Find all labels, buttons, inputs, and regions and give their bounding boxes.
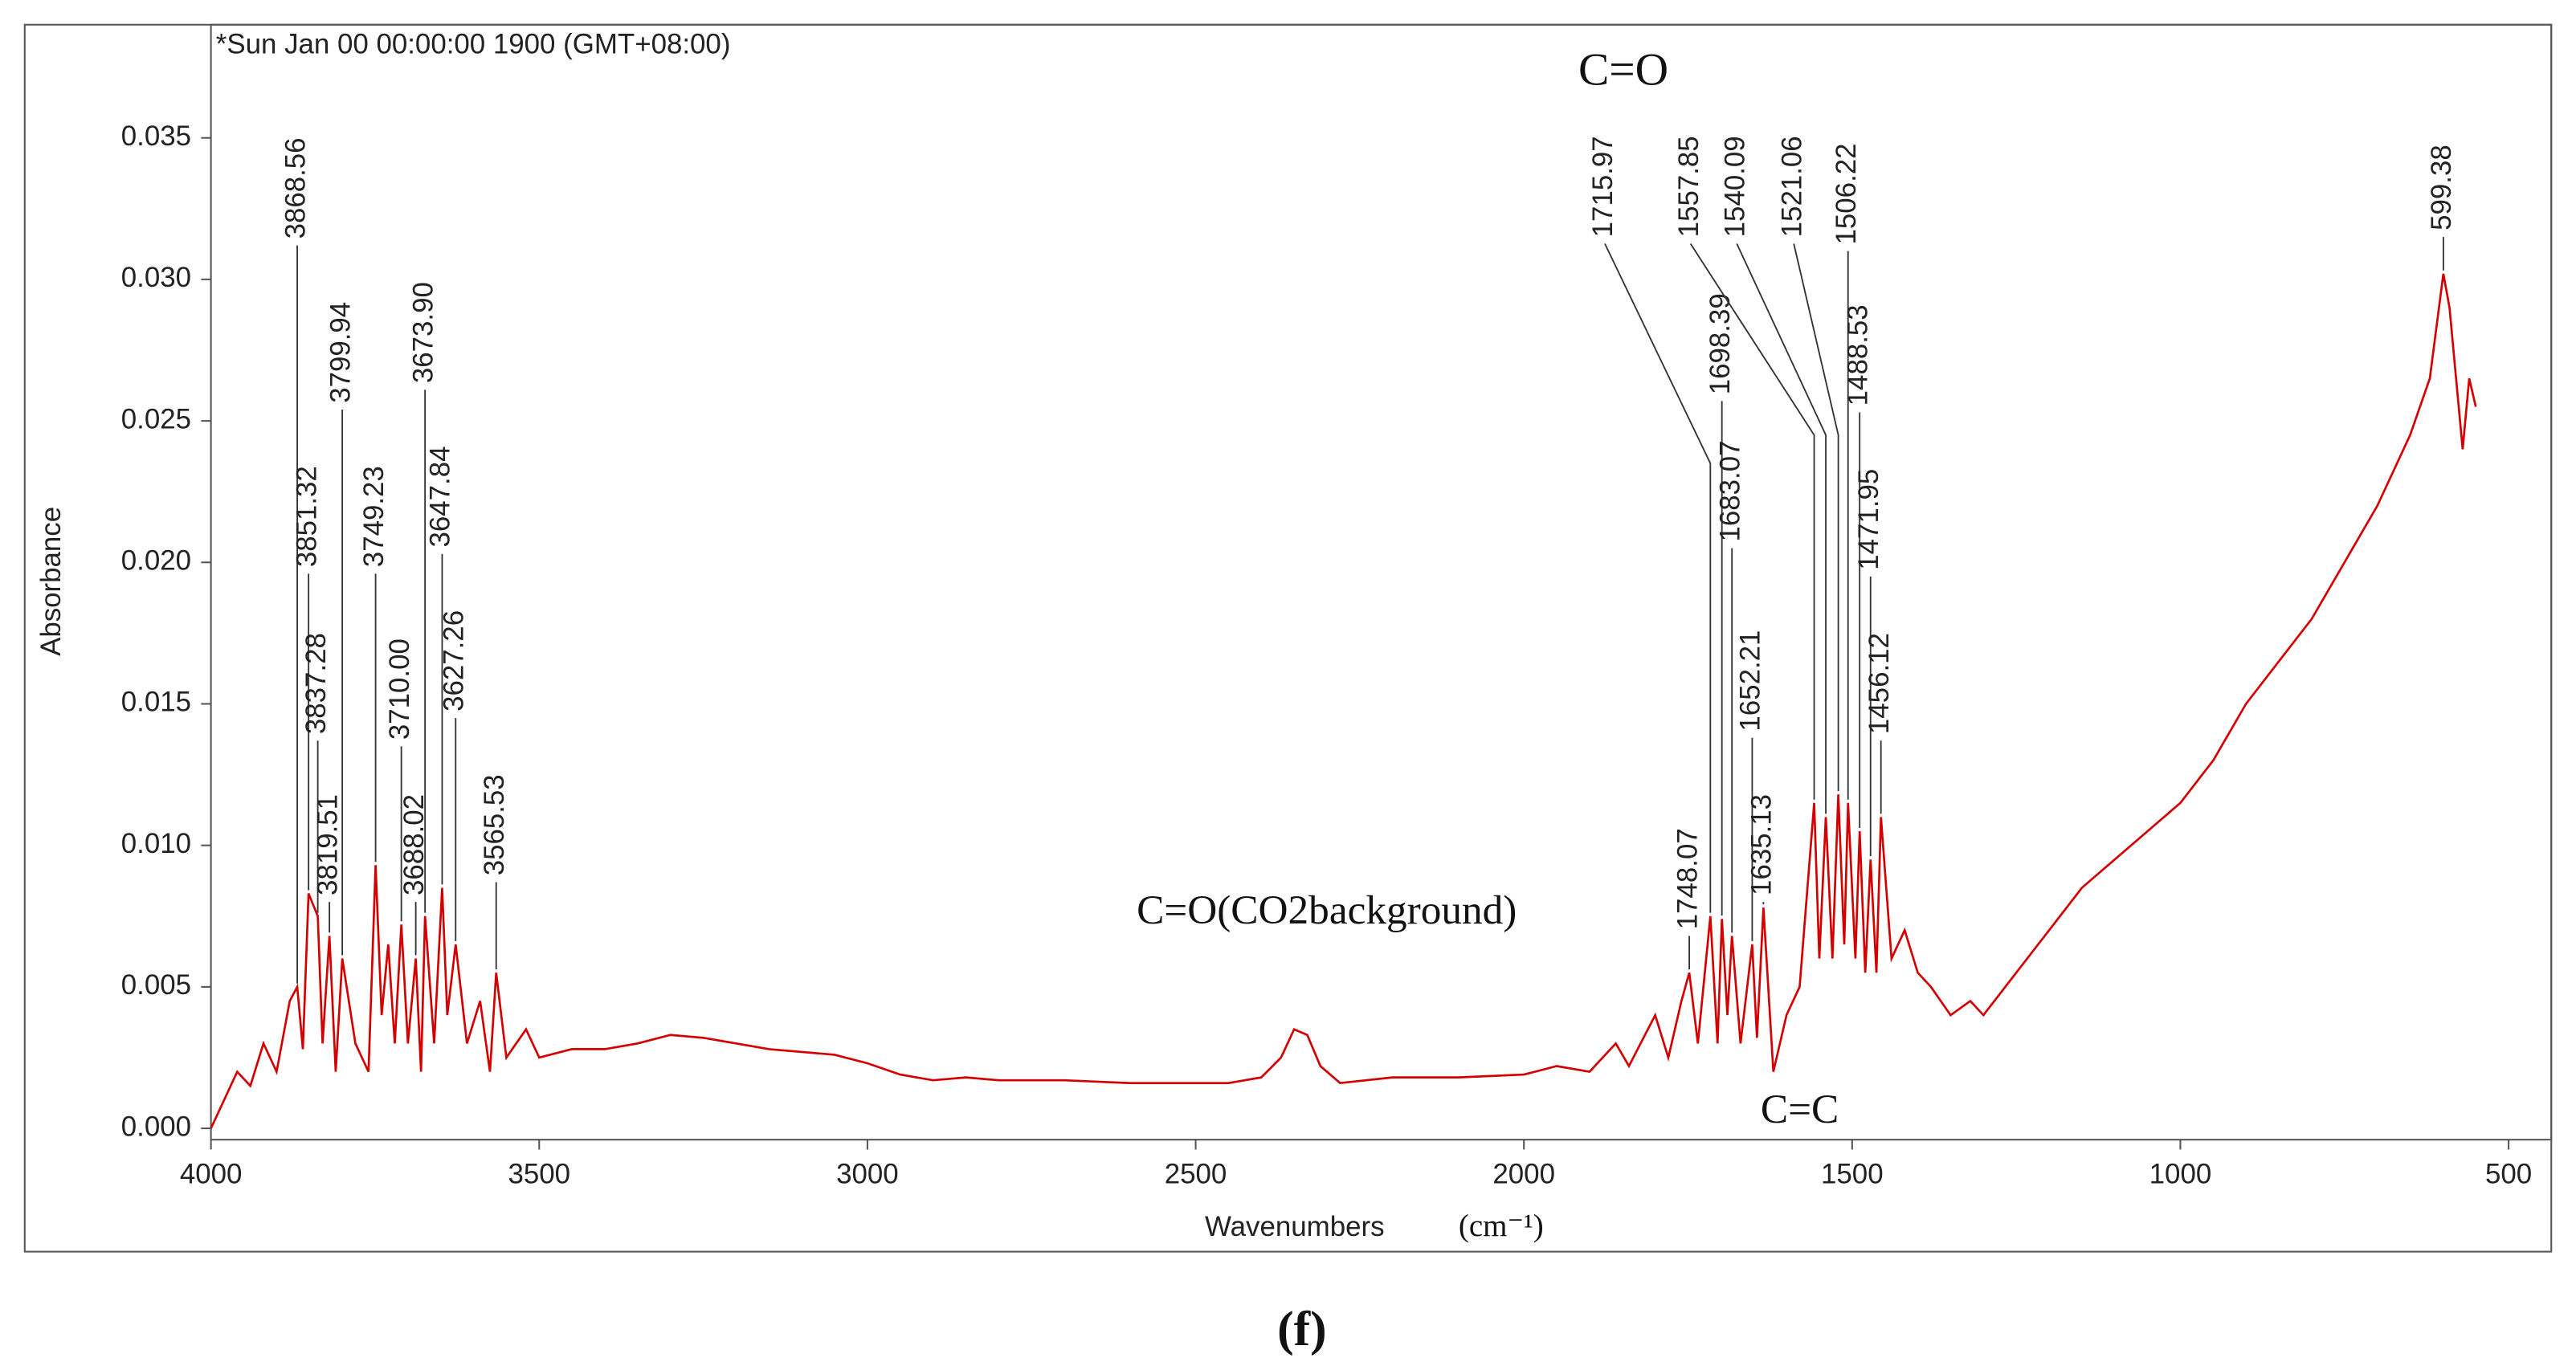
annotation: C=C: [1761, 1087, 1839, 1132]
peak-label: 3851.32: [291, 466, 322, 567]
annotation: C=O: [1578, 44, 1668, 95]
y-tick-label: 0.025: [121, 403, 191, 434]
peak-leader: [1736, 243, 1827, 814]
annotation: C=O(CO2background): [1137, 887, 1517, 933]
x-axis-label: Wavenumbers: [1205, 1211, 1384, 1242]
peak-leader: [1604, 243, 1712, 913]
peak-label: 1683.07: [1714, 440, 1745, 541]
peak-label: 1456.12: [1864, 633, 1895, 734]
peak-label: 3647.84: [425, 447, 456, 548]
peak-label: 1471.95: [1853, 469, 1884, 570]
peak-label: 1540.09: [1719, 136, 1750, 237]
x-tick-label: 3000: [836, 1158, 899, 1189]
y-tick-label: 0.035: [121, 120, 191, 152]
peak-label: 3749.23: [358, 466, 390, 567]
peak-leader: [1689, 243, 1815, 800]
x-tick-label: 1500: [1821, 1158, 1884, 1189]
caption: (f): [1277, 1302, 1326, 1356]
peak-label: 1488.53: [1842, 304, 1873, 406]
y-tick-label: 0.015: [121, 687, 191, 718]
x-tick-label: 2500: [1165, 1158, 1227, 1189]
y-tick-label: 0.020: [121, 545, 191, 577]
peak-label: 3673.90: [407, 282, 439, 383]
x-tick-label: 1000: [2149, 1158, 2212, 1189]
x-tick-label: 4000: [180, 1158, 243, 1189]
peak-label: 3837.28: [300, 633, 332, 734]
x-tick-label: 2000: [1492, 1158, 1555, 1189]
x-tick-label: 3500: [508, 1158, 570, 1189]
peak-label: 3819.51: [312, 794, 343, 895]
x-tick-label: 500: [2485, 1158, 2532, 1189]
y-tick-label: 0.030: [121, 262, 191, 293]
peak-label: 1748.07: [1672, 828, 1703, 929]
peak-label: 3627.26: [438, 610, 469, 712]
peak-label: 1715.97: [1587, 136, 1619, 237]
peak-label: 1698.39: [1704, 293, 1736, 394]
peak-label: 599.38: [2426, 145, 2457, 230]
y-tick-label: 0.010: [121, 828, 191, 859]
x-axis-unit: (cm⁻¹): [1459, 1209, 1544, 1243]
peak-leader: [1793, 243, 1839, 792]
peak-label: 3799.94: [325, 302, 356, 403]
chart-title: *Sun Jan 00 00:00:00 1900 (GMT+08:00): [216, 29, 731, 60]
peak-label: 1652.21: [1735, 630, 1766, 732]
peak-label: 1557.85: [1673, 136, 1704, 237]
spectrum-line: [210, 273, 2477, 1129]
y-tick-label: 0.000: [121, 1111, 191, 1142]
y-axis-label: Absorbance: [35, 507, 67, 656]
plot-frame: [210, 23, 2553, 1141]
peak-label: 1506.22: [1831, 143, 1862, 244]
peak-label: 1521.06: [1776, 136, 1807, 237]
peak-label: 3868.56: [280, 137, 311, 239]
peak-label: 1635.13: [1746, 794, 1778, 895]
y-tick-label: 0.005: [121, 969, 191, 1001]
peak-label: 3565.53: [479, 774, 510, 875]
peak-label: 3710.00: [384, 638, 415, 740]
